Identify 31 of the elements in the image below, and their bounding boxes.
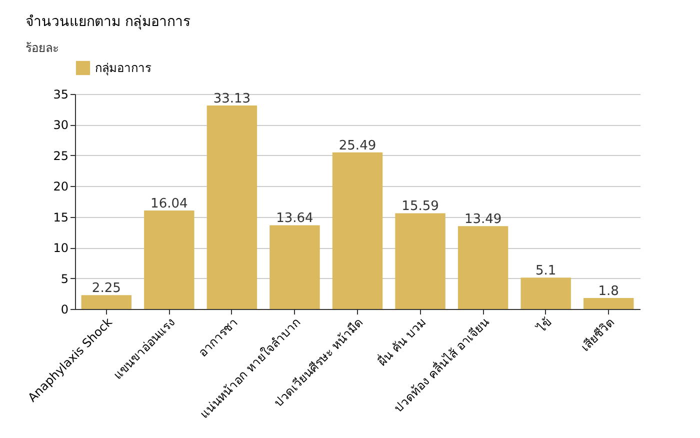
- bar: [270, 225, 320, 309]
- data-label: 13.49: [464, 212, 502, 228]
- data-label: 25.49: [338, 138, 376, 154]
- chart-title: จำนวนแยกตาม กลุ่มอาการ: [25, 14, 191, 30]
- y-tick-label: 15: [53, 210, 68, 224]
- data-label: 1.8: [598, 284, 619, 299]
- bar: [584, 298, 634, 309]
- y-tick-label: 20: [53, 180, 68, 194]
- bar: [144, 210, 194, 309]
- bar: [458, 226, 508, 309]
- y-tick-label: 10: [53, 241, 68, 256]
- bar: [395, 213, 446, 309]
- y-tick-label: 35: [53, 88, 68, 102]
- data-label: 16.04: [150, 196, 188, 212]
- y-tick-label: 5: [60, 272, 68, 286]
- y-tick-label: 30: [53, 118, 68, 132]
- data-label: 5.1: [535, 264, 556, 279]
- x-tick-label: ไข้: [534, 315, 554, 336]
- data-label: 13.64: [276, 211, 314, 226]
- data-label: 33.13: [213, 91, 251, 106]
- data-label: 2.25: [92, 281, 121, 296]
- y-tick-label: 0: [60, 302, 68, 316]
- bar: [332, 152, 383, 309]
- y-axis-title: ร้อยละ: [25, 41, 58, 55]
- legend-label: กลุ่มอาการ: [95, 61, 152, 76]
- y-tick-label: 25: [53, 148, 68, 163]
- bar: [520, 278, 571, 309]
- x-tick-label: ผื่น คัน บวม: [374, 314, 429, 369]
- data-label: 15.59: [402, 199, 439, 214]
- bar: [81, 295, 132, 309]
- bar: [206, 105, 258, 309]
